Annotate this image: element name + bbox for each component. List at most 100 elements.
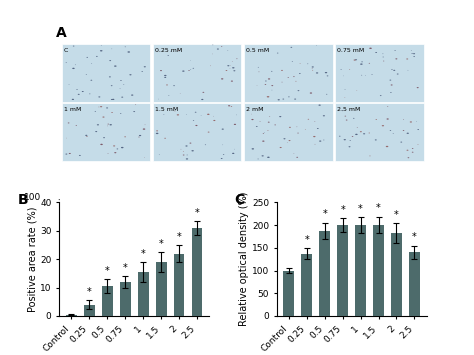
Bar	[301, 254, 312, 316]
Ellipse shape	[294, 99, 296, 100]
Ellipse shape	[232, 67, 235, 69]
Text: 1 mM: 1 mM	[64, 108, 82, 113]
Ellipse shape	[406, 59, 408, 60]
Ellipse shape	[271, 85, 273, 86]
Ellipse shape	[113, 145, 115, 147]
Ellipse shape	[390, 92, 392, 93]
Ellipse shape	[268, 122, 270, 123]
Ellipse shape	[205, 144, 206, 145]
Text: A: A	[55, 26, 66, 40]
Ellipse shape	[283, 138, 285, 139]
Ellipse shape	[100, 144, 103, 145]
Ellipse shape	[267, 130, 268, 131]
Ellipse shape	[86, 74, 87, 75]
Ellipse shape	[271, 71, 273, 72]
Text: *: *	[87, 287, 92, 297]
Text: C: C	[235, 193, 245, 207]
FancyBboxPatch shape	[336, 103, 424, 161]
Text: C: C	[64, 48, 68, 53]
Bar	[138, 272, 148, 316]
Ellipse shape	[349, 69, 350, 70]
Ellipse shape	[407, 133, 409, 134]
Ellipse shape	[191, 150, 194, 152]
Ellipse shape	[372, 74, 373, 75]
Ellipse shape	[91, 63, 92, 64]
Ellipse shape	[97, 124, 99, 125]
Ellipse shape	[177, 114, 179, 115]
Ellipse shape	[397, 73, 399, 75]
Ellipse shape	[252, 148, 254, 149]
Ellipse shape	[386, 118, 389, 120]
Text: *: *	[412, 232, 417, 242]
Ellipse shape	[369, 63, 370, 64]
Ellipse shape	[299, 73, 301, 74]
Ellipse shape	[156, 133, 158, 134]
Ellipse shape	[72, 68, 75, 69]
Ellipse shape	[323, 115, 325, 116]
Bar	[373, 225, 384, 316]
Text: B: B	[17, 193, 28, 207]
Ellipse shape	[412, 148, 413, 149]
Ellipse shape	[369, 48, 372, 49]
Ellipse shape	[260, 121, 261, 122]
Ellipse shape	[232, 61, 233, 62]
Ellipse shape	[109, 124, 112, 125]
Ellipse shape	[298, 90, 300, 91]
Ellipse shape	[227, 65, 229, 66]
Ellipse shape	[96, 56, 98, 57]
Ellipse shape	[121, 97, 123, 98]
Ellipse shape	[217, 49, 219, 50]
Ellipse shape	[109, 60, 111, 61]
Text: *: *	[123, 263, 128, 273]
Ellipse shape	[186, 114, 187, 115]
Ellipse shape	[65, 62, 67, 63]
Ellipse shape	[160, 70, 162, 71]
Ellipse shape	[120, 113, 121, 114]
Bar	[191, 228, 202, 316]
Ellipse shape	[166, 84, 168, 86]
Ellipse shape	[135, 104, 136, 105]
Ellipse shape	[129, 74, 132, 75]
Ellipse shape	[86, 136, 88, 137]
Ellipse shape	[355, 59, 357, 60]
Ellipse shape	[291, 47, 292, 48]
Ellipse shape	[411, 53, 413, 54]
Bar	[120, 282, 131, 316]
Ellipse shape	[344, 139, 346, 140]
Ellipse shape	[361, 61, 363, 62]
Text: 0.5 mM: 0.5 mM	[246, 48, 270, 53]
Ellipse shape	[375, 52, 377, 53]
Ellipse shape	[314, 121, 315, 122]
Ellipse shape	[144, 66, 146, 67]
Ellipse shape	[228, 105, 230, 106]
Ellipse shape	[310, 92, 312, 94]
Ellipse shape	[281, 70, 283, 71]
Ellipse shape	[119, 88, 120, 89]
Ellipse shape	[269, 116, 270, 117]
Ellipse shape	[382, 125, 384, 126]
Ellipse shape	[262, 141, 264, 142]
Ellipse shape	[128, 51, 130, 53]
Ellipse shape	[167, 55, 169, 56]
Ellipse shape	[195, 125, 198, 126]
Ellipse shape	[263, 133, 264, 134]
Ellipse shape	[360, 131, 362, 132]
Text: 2.5 mM: 2.5 mM	[337, 108, 361, 113]
Ellipse shape	[278, 99, 280, 100]
Ellipse shape	[288, 77, 289, 78]
Ellipse shape	[375, 119, 377, 120]
Text: *: *	[195, 208, 200, 218]
Text: 100: 100	[24, 193, 41, 202]
Ellipse shape	[222, 129, 224, 130]
Ellipse shape	[361, 75, 362, 76]
Ellipse shape	[133, 111, 135, 112]
Ellipse shape	[101, 45, 102, 46]
Ellipse shape	[183, 154, 184, 155]
Ellipse shape	[289, 127, 291, 128]
Text: *: *	[394, 210, 399, 220]
Ellipse shape	[69, 84, 70, 85]
FancyBboxPatch shape	[153, 44, 241, 102]
Ellipse shape	[313, 136, 316, 137]
Ellipse shape	[120, 80, 122, 81]
Text: 1.5 mM: 1.5 mM	[155, 108, 178, 113]
